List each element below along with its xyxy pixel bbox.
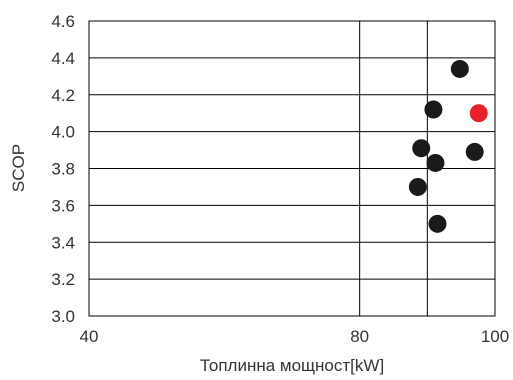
plot-frame <box>88 20 496 317</box>
data-point <box>465 142 484 161</box>
data-point <box>426 153 445 172</box>
y-tick-label: 4.6 <box>51 12 75 31</box>
x-tick-label: 100 <box>481 327 509 346</box>
data-point <box>469 104 488 123</box>
y-tick-label: 3.8 <box>51 160 75 179</box>
x-tick-label: 40 <box>80 327 99 346</box>
data-point <box>408 177 427 196</box>
y-tick-label: 3.0 <box>51 307 75 326</box>
x-tick-label: 80 <box>350 327 369 346</box>
x-axis-ticks: 40 80 100 <box>80 327 510 346</box>
data-point <box>428 214 447 233</box>
y-tick-label: 4.2 <box>51 86 75 105</box>
y-tick-label: 4.4 <box>51 49 75 68</box>
y-tick-label: 3.6 <box>51 196 75 215</box>
y-tick-label: 4.0 <box>51 123 75 142</box>
data-point <box>450 59 469 78</box>
y-axis-label: SCOP <box>9 144 28 192</box>
data-point <box>424 100 443 119</box>
data-points <box>408 59 488 233</box>
x-axis-label: Топлинна мощност[kW] <box>200 356 384 375</box>
y-tick-label: 3.2 <box>51 270 75 289</box>
y-tick-label: 3.4 <box>51 233 75 252</box>
y-axis-ticks: 3.0 3.2 3.4 3.6 3.8 4.0 4.2 4.4 4.6 <box>51 12 75 326</box>
data-point <box>412 139 431 158</box>
